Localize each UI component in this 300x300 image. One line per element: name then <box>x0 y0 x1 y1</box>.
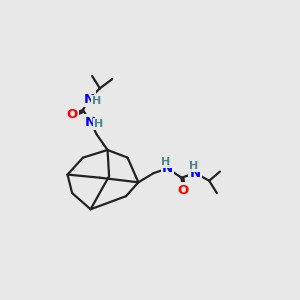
Text: O: O <box>67 108 78 121</box>
Text: H: H <box>92 96 101 106</box>
Text: N: N <box>162 162 173 175</box>
Text: H: H <box>94 119 103 129</box>
Text: N: N <box>83 93 94 106</box>
Text: H: H <box>161 157 171 166</box>
Text: H: H <box>189 161 198 171</box>
Text: O: O <box>177 184 189 196</box>
Text: N: N <box>85 116 96 129</box>
Text: N: N <box>190 167 201 180</box>
